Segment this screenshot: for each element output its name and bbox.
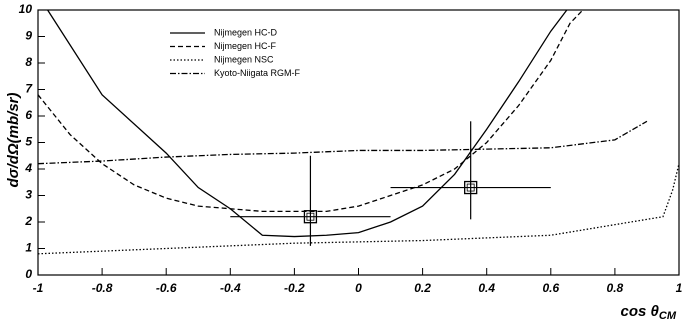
x-tick-label: -0.6 [156,281,177,295]
y-tick-label: 6 [25,108,32,122]
legend-label: Kyoto-Niigata RGM-F [214,68,301,78]
x-tick-label: -0.4 [220,281,241,295]
y-axis-label: dσ/dΩ(mb/sr) [5,93,22,188]
data-point [303,210,318,224]
series-line [47,9,568,238]
y-tick-label: 2 [24,214,32,228]
x-tick-label: 1 [676,281,683,295]
y-tick-label: 3 [25,188,32,202]
legend-label: Nijmegen HC-D [214,27,278,37]
y-tick-label: 1 [25,241,32,255]
x-tick-label: 0.6 [542,281,559,295]
series-line [37,163,680,255]
plot-frame [37,9,680,276]
x-axis-label-sub: CM [659,310,677,322]
x-axis-label-main: cos θ [621,303,660,320]
x-tick-label: 0 [355,281,362,295]
x-tick-label: -0.8 [92,281,113,295]
legend-label: Nijmegen HC-F [214,41,277,51]
x-tick-label: 0.8 [607,281,624,295]
x-tick-label: 0.2 [414,281,431,295]
x-tick-label: 0.4 [478,281,495,295]
y-tick-label: 10 [19,2,33,16]
y-tick-label: 5 [25,135,32,149]
data-point [464,180,478,195]
x-tick-label: -1 [33,281,44,295]
y-tick-label: 8 [25,55,32,69]
y-tick-label: 4 [24,161,32,175]
y-tick-label: 7 [25,82,33,96]
y-tick-label: 0 [25,267,32,281]
x-axis-label: cos θCM [621,303,677,322]
series-line [37,9,584,213]
data-point-inner [306,212,315,221]
series-line [37,120,648,165]
y-tick-label: 9 [25,29,32,43]
x-tick-label: -0.2 [284,281,305,295]
legend-label: Nijmegen NSC [214,54,274,64]
data-point-inner [466,183,475,192]
